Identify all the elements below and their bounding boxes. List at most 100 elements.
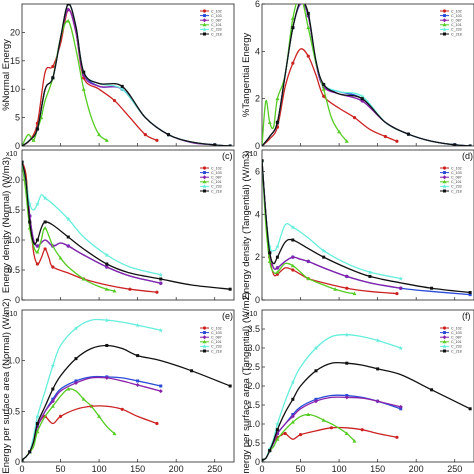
y-exponent: x10 — [246, 311, 257, 318]
data-point-C_101 — [275, 270, 280, 274]
legend-entry: C_103 — [451, 331, 462, 335]
data-point-C_101 — [104, 138, 109, 142]
data-point-C_101 — [112, 289, 117, 293]
data-point-C_101 — [81, 397, 86, 401]
legend-marker — [202, 166, 207, 170]
data-point-C_101 — [352, 291, 357, 296]
data-point-C_101 — [337, 129, 342, 134]
panel-b: 0 2 4 6 %Tangential Energy C_102C_103C_087C_1… — [241, 0, 474, 151]
data-point-C_087 — [66, 7, 71, 12]
y-axis-label: %Normal Energy — [1, 39, 12, 111]
data-point-C_218 — [120, 84, 124, 88]
data-point-C_087 — [158, 389, 163, 394]
legend-entry: C_233 — [451, 185, 462, 189]
series-line-C_218 — [262, 160, 471, 294]
y-tick-label: 2.0 — [247, 381, 260, 391]
data-point-C_233 — [158, 328, 163, 333]
legend-marker — [442, 9, 447, 13]
series-line-C_087 — [22, 376, 161, 461]
legend-entry: C_218 — [451, 32, 462, 36]
data-point-C_101 — [58, 256, 63, 260]
data-point-C_218 — [406, 132, 410, 136]
data-point-C_102 — [383, 134, 387, 139]
data-point-C_218 — [262, 458, 264, 462]
data-point-C_101 — [35, 250, 40, 254]
legend-marker — [203, 349, 206, 353]
data-point-C_102 — [155, 138, 159, 142]
legend-marker — [202, 9, 207, 13]
legend-marker — [203, 189, 206, 193]
series-line-C_218 — [262, 361, 471, 461]
panel-letter: (d) — [462, 151, 473, 161]
data-point-C_218 — [82, 70, 86, 74]
legend-entry: C_233 — [451, 28, 462, 32]
y-tick-label: 2 — [255, 94, 260, 104]
data-point-C_102 — [395, 291, 399, 296]
legend-marker — [202, 27, 207, 32]
legend-marker — [442, 326, 447, 330]
data-point-C_101 — [290, 16, 295, 20]
series-line-C_101 — [22, 161, 115, 292]
series-line-C_218 — [22, 161, 231, 290]
data-point-C_218 — [228, 384, 232, 388]
legend-entry: C_087 — [211, 19, 222, 23]
data-point-C_218 — [228, 287, 232, 291]
y-exponent: x10 — [246, 151, 257, 158]
data-point-C_218 — [368, 274, 372, 278]
legend-entry: C_218 — [211, 32, 222, 36]
series-line-C_233 — [22, 161, 161, 276]
x-tick-label: 250 — [207, 464, 222, 474]
y-tick-label: 1.0 — [247, 419, 260, 429]
y-exponent: x10 — [6, 151, 17, 158]
x-tick-label: 200 — [169, 464, 184, 474]
data-point-C_101 — [267, 120, 272, 124]
y-tick-label: 4 — [255, 209, 260, 219]
data-point-C_101 — [344, 139, 349, 143]
data-point-C_218 — [166, 133, 170, 137]
legend-entry: C_102 — [211, 9, 222, 13]
y-tick-label: 1.0 — [7, 235, 20, 245]
data-point-C_102 — [298, 433, 303, 437]
data-point-C_102 — [58, 414, 63, 418]
legend-marker — [442, 179, 447, 184]
axes-frame — [261, 3, 474, 147]
data-point-C_233 — [398, 345, 403, 351]
data-point-C_233 — [344, 332, 349, 337]
data-point-C_218 — [306, 11, 310, 15]
data-point-C_218 — [35, 238, 39, 242]
legend-marker — [202, 344, 207, 349]
data-point-C_101 — [97, 132, 102, 137]
series-line-C_233 — [262, 160, 401, 280]
data-point-C_218 — [22, 458, 24, 462]
data-point-C_233 — [367, 269, 373, 275]
data-point-C_101 — [290, 263, 295, 268]
series-line-C_102 — [22, 8, 158, 146]
legend-marker — [442, 22, 447, 27]
data-point-C_101 — [35, 429, 40, 434]
legend-entry: C_218 — [451, 349, 462, 353]
data-point-C_218 — [345, 361, 349, 365]
x-tick-label: 50 — [56, 464, 66, 474]
y-tick-label: 5 — [15, 113, 20, 123]
legend-marker — [203, 32, 206, 36]
data-point-C_101 — [104, 287, 109, 291]
data-point-C_102 — [112, 98, 117, 103]
y-tick-label: 0 — [15, 141, 20, 151]
data-point-C_103 — [74, 379, 78, 383]
series-line-C_102 — [22, 405, 158, 461]
data-point-C_218 — [66, 4, 70, 6]
data-point-C_101 — [306, 25, 311, 30]
data-point-C_087 — [73, 380, 78, 385]
data-point-C_103 — [159, 384, 163, 388]
data-point-C_218 — [430, 286, 434, 290]
data-point-C_087 — [306, 259, 311, 264]
x-tick-label: 150 — [130, 464, 145, 474]
y-tick-label: 1.5 — [247, 400, 260, 410]
legend-marker — [442, 175, 447, 180]
x-tick-label: 0 — [259, 464, 264, 474]
data-point-C_102 — [352, 116, 357, 120]
data-point-C_102 — [291, 61, 295, 65]
